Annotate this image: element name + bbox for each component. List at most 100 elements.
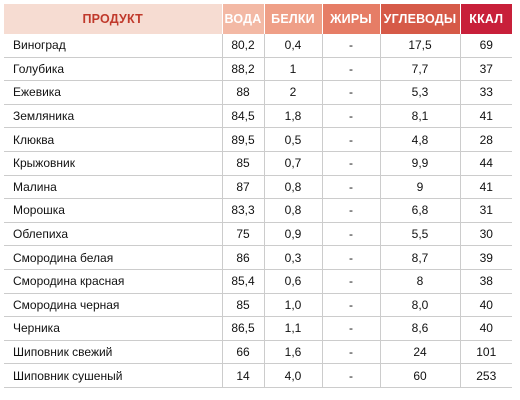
- cell-fat: -: [322, 269, 381, 294]
- cell-protein: 0,4: [264, 34, 323, 58]
- table-row: Шиповник сушеный 14 4,0-60 253: [4, 363, 512, 388]
- cell-water: 84,5: [222, 104, 265, 129]
- table-row: Малина 87 0,8-9 41: [4, 175, 512, 200]
- cell-product: Смородина черная: [4, 293, 223, 318]
- table-row: Голубика 88,2 1-7,7 37: [4, 57, 512, 82]
- cell-protein: 4,0: [264, 363, 323, 388]
- cell-carbs: 8: [380, 269, 461, 294]
- cell-carbs: 5,3: [380, 80, 461, 105]
- cell-kcal: 31: [460, 198, 512, 223]
- table-row: Ежевика 88 2-5,3 33: [4, 80, 512, 105]
- cell-fat: -: [322, 34, 381, 58]
- cell-protein: 1,1: [264, 316, 323, 341]
- header-product: ПРОДУКТ: [4, 4, 223, 34]
- cell-product: Голубика: [4, 57, 223, 82]
- cell-water: 85: [222, 293, 265, 318]
- cell-fat: -: [322, 175, 381, 200]
- cell-water: 80,2: [222, 34, 265, 58]
- cell-kcal: 101: [460, 340, 512, 365]
- cell-carbs: 9: [380, 175, 461, 200]
- cell-water: 83,3: [222, 198, 265, 223]
- cell-fat: -: [322, 127, 381, 152]
- table-row: Морошка 83,3 0,8-6,8 31: [4, 198, 512, 223]
- cell-product: Смородина белая: [4, 245, 223, 270]
- cell-protein: 0,9: [264, 222, 323, 247]
- cell-kcal: 38: [460, 269, 512, 294]
- table-row: Облепиха 75 0,9-5,5 30: [4, 222, 512, 247]
- cell-product: Земляника: [4, 104, 223, 129]
- cell-fat: -: [322, 245, 381, 270]
- cell-product: Морошка: [4, 198, 223, 223]
- cell-protein: 0,8: [264, 198, 323, 223]
- cell-water: 14: [222, 363, 265, 388]
- cell-fat: -: [322, 222, 381, 247]
- table-row: Смородина красная 85,4 0,6-8 38: [4, 269, 512, 294]
- cell-fat: -: [322, 363, 381, 388]
- table-row: Виноград 80,2 0,4-17,5 69: [4, 34, 512, 58]
- cell-kcal: 39: [460, 245, 512, 270]
- cell-fat: -: [322, 293, 381, 318]
- cell-fat: -: [322, 340, 381, 365]
- table-row: Шиповник свежий 66 1,6-24 101: [4, 340, 512, 365]
- header-protein: БЕЛКИ: [264, 4, 323, 34]
- cell-product: Шиповник сушеный: [4, 363, 223, 388]
- cell-kcal: 30: [460, 222, 512, 247]
- cell-product: Смородина красная: [4, 269, 223, 294]
- table-row: Земляника 84,5 1,8-8,1 41: [4, 104, 512, 129]
- cell-product: Клюква: [4, 127, 223, 152]
- header-carbs: УГЛЕВОДЫ: [380, 4, 461, 34]
- cell-carbs: 8,7: [380, 245, 461, 270]
- table-header: ПРОДУКТ ВОДА БЕЛКИ ЖИРЫ УГЛЕВОДЫ ККАЛ: [4, 4, 512, 34]
- cell-carbs: 17,5: [380, 34, 461, 58]
- cell-carbs: 8,0: [380, 293, 461, 318]
- table-row: Смородина белая 86 0,3-8,7 39: [4, 245, 512, 270]
- cell-protein: 0,7: [264, 151, 323, 176]
- cell-protein: 1,8: [264, 104, 323, 129]
- header-water: ВОДА: [222, 4, 265, 34]
- cell-water: 87: [222, 175, 265, 200]
- table-body: Виноград 80,2 0,4-17,5 69 Голубика 88,2 1-7,7 3…: [4, 34, 512, 388]
- cell-fat: -: [322, 198, 381, 223]
- cell-carbs: 7,7: [380, 57, 461, 82]
- table-row: Клюква 89,5 0,5-4,8 28: [4, 127, 512, 152]
- cell-carbs: 8,1: [380, 104, 461, 129]
- cell-carbs: 24: [380, 340, 461, 365]
- cell-carbs: 9,9: [380, 151, 461, 176]
- cell-product: Облепиха: [4, 222, 223, 247]
- cell-water: 88,2: [222, 57, 265, 82]
- cell-kcal: 41: [460, 175, 512, 200]
- cell-protein: 0,3: [264, 245, 323, 270]
- cell-fat: -: [322, 104, 381, 129]
- cell-kcal: 33: [460, 80, 512, 105]
- cell-product: Шиповник свежий: [4, 340, 223, 365]
- cell-carbs: 60: [380, 363, 461, 388]
- cell-water: 85: [222, 151, 265, 176]
- cell-carbs: 5,5: [380, 222, 461, 247]
- cell-product: Виноград: [4, 34, 223, 58]
- cell-product: Малина: [4, 175, 223, 200]
- cell-water: 86,5: [222, 316, 265, 341]
- table-row: Черника 86,5 1,1-8,6 40: [4, 316, 512, 341]
- cell-fat: -: [322, 80, 381, 105]
- nutrition-table: ПРОДУКТ ВОДА БЕЛКИ ЖИРЫ УГЛЕВОДЫ ККАЛ Ви…: [4, 4, 512, 388]
- table-row: Смородина черная 85 1,0-8,0 40: [4, 293, 512, 318]
- header-fat: ЖИРЫ: [322, 4, 381, 34]
- cell-water: 88: [222, 80, 265, 105]
- cell-protein: 1,0: [264, 293, 323, 318]
- cell-fat: -: [322, 57, 381, 82]
- cell-water: 85,4: [222, 269, 265, 294]
- cell-protein: 0,5: [264, 127, 323, 152]
- cell-kcal: 28: [460, 127, 512, 152]
- cell-fat: -: [322, 151, 381, 176]
- header-row: ПРОДУКТ ВОДА БЕЛКИ ЖИРЫ УГЛЕВОДЫ ККАЛ: [4, 4, 512, 34]
- cell-water: 66: [222, 340, 265, 365]
- cell-water: 86: [222, 245, 265, 270]
- cell-fat: -: [322, 316, 381, 341]
- cell-carbs: 6,8: [380, 198, 461, 223]
- cell-kcal: 253: [460, 363, 512, 388]
- cell-product: Черника: [4, 316, 223, 341]
- cell-kcal: 44: [460, 151, 512, 176]
- cell-kcal: 37: [460, 57, 512, 82]
- cell-product: Ежевика: [4, 80, 223, 105]
- cell-protein: 1: [264, 57, 323, 82]
